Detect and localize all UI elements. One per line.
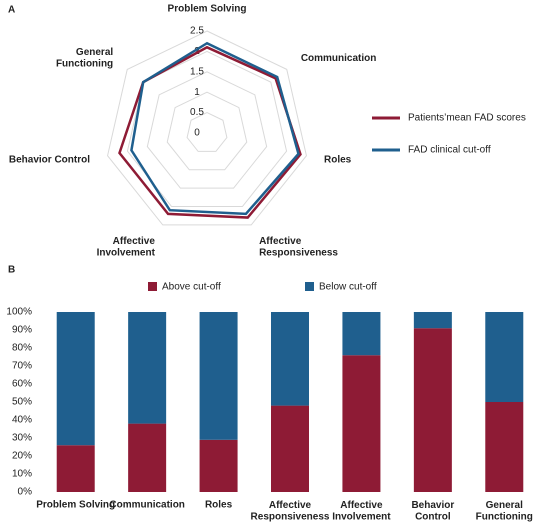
axis-label: Affective Involvement <box>97 236 156 259</box>
axis-label: Communication <box>301 53 377 64</box>
y-tick-label: 80% <box>12 343 32 354</box>
bar-segment <box>413 312 452 329</box>
grid-ring <box>166 91 248 171</box>
bar-segment <box>485 402 524 492</box>
y-tick-label: 70% <box>12 361 32 372</box>
legend-label: FAD clinical cut-off <box>408 145 491 156</box>
bar-segment <box>199 312 238 440</box>
bar-segment <box>342 312 381 356</box>
y-tick-label: 90% <box>12 325 32 336</box>
bar-segment <box>56 445 95 492</box>
legend-label: Below cut-off <box>319 282 377 293</box>
radar-line <box>118 45 302 219</box>
r-tick-label: 0 <box>194 128 200 139</box>
bar-segment <box>342 355 381 492</box>
legend-swatch <box>148 282 157 291</box>
x-tick-label: Affective Responsiveness <box>251 500 330 523</box>
r-tick-label: 1.5 <box>190 66 204 77</box>
y-tick-label: 30% <box>12 433 32 444</box>
y-tick-label: 10% <box>12 469 32 480</box>
x-tick-label: Behavior Control <box>411 500 454 523</box>
axis-label: Problem Solving <box>168 4 247 15</box>
axis-label: Affective Responsiveness <box>259 236 338 259</box>
radar-line <box>130 41 300 216</box>
grid-ring <box>186 112 228 152</box>
legend-swatch <box>305 282 314 291</box>
legend-label: Above cut-off <box>162 282 221 293</box>
bar-segment <box>413 328 452 492</box>
y-tick-label: 60% <box>12 379 32 390</box>
y-tick-label: 50% <box>12 397 32 408</box>
bar-segment <box>128 423 167 492</box>
grid-ring <box>107 30 307 226</box>
axis-label: Behavior Control <box>9 154 90 165</box>
bar-segment <box>128 312 167 424</box>
bar-segment <box>56 312 95 446</box>
axis-label: General Functioning <box>56 47 113 70</box>
grid-ring <box>146 71 268 189</box>
panel-label: A <box>8 5 15 16</box>
bar-segment <box>485 312 524 402</box>
r-tick-label: 1 <box>194 87 200 98</box>
x-tick-label: Affective Involvement <box>332 500 391 523</box>
x-tick-label: Roles <box>205 500 233 511</box>
y-tick-label: 40% <box>12 415 32 426</box>
y-tick-label: 0% <box>18 487 33 498</box>
y-tick-label: 20% <box>12 451 32 462</box>
x-tick-label: Communication <box>109 500 185 511</box>
panel-label: B <box>8 265 15 276</box>
r-tick-label: 0.5 <box>190 107 204 118</box>
r-tick-label: 2.5 <box>190 26 204 37</box>
bar-segment <box>271 312 309 406</box>
axis-label: Roles <box>324 154 352 165</box>
y-tick-label: 100% <box>6 307 32 318</box>
legend-label: Patients’mean FAD scores <box>408 113 526 124</box>
bar-segment <box>199 439 238 492</box>
bar-segment <box>271 405 309 492</box>
x-tick-label: Problem Solving <box>36 500 115 511</box>
x-tick-label: General Functioning <box>476 500 533 523</box>
